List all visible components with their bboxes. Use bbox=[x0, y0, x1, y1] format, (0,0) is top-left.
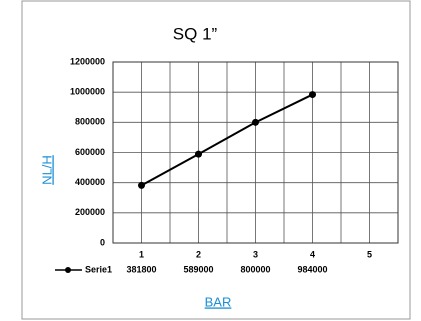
x-tick-label: 4 bbox=[310, 249, 315, 259]
data-table-value: 800000 bbox=[240, 264, 270, 274]
x-axis-label: BAR bbox=[205, 294, 232, 309]
data-table-value: 589000 bbox=[183, 264, 213, 274]
legend-label: Serie1 bbox=[85, 264, 112, 274]
x-tick-label: 2 bbox=[196, 249, 201, 259]
y-axis-label: NL/H bbox=[39, 155, 54, 185]
y-tick-label: 200000 bbox=[75, 207, 105, 217]
x-tick-label: 1 bbox=[139, 249, 144, 259]
y-tick-label: 0 bbox=[100, 237, 105, 247]
chart-title: SQ 1” bbox=[173, 24, 218, 43]
data-table-value: 381800 bbox=[126, 264, 156, 274]
y-tick-label: 400000 bbox=[75, 177, 105, 187]
y-tick-label: 600000 bbox=[75, 147, 105, 157]
point bbox=[138, 181, 145, 189]
legend-marker bbox=[65, 267, 71, 273]
y-tick-label: 1200000 bbox=[70, 56, 105, 66]
point bbox=[309, 91, 316, 99]
plot-border bbox=[112, 61, 399, 244]
point bbox=[252, 118, 259, 126]
data-table-value: 984000 bbox=[297, 264, 327, 274]
y-tick-label: 1000000 bbox=[70, 87, 105, 97]
y-tick-label: 800000 bbox=[75, 117, 105, 127]
frame bbox=[21, 0, 411, 320]
point bbox=[195, 150, 202, 158]
series-line bbox=[141, 93, 313, 187]
x-tick-label: 3 bbox=[253, 249, 258, 259]
x-tick-label: 5 bbox=[367, 249, 372, 259]
